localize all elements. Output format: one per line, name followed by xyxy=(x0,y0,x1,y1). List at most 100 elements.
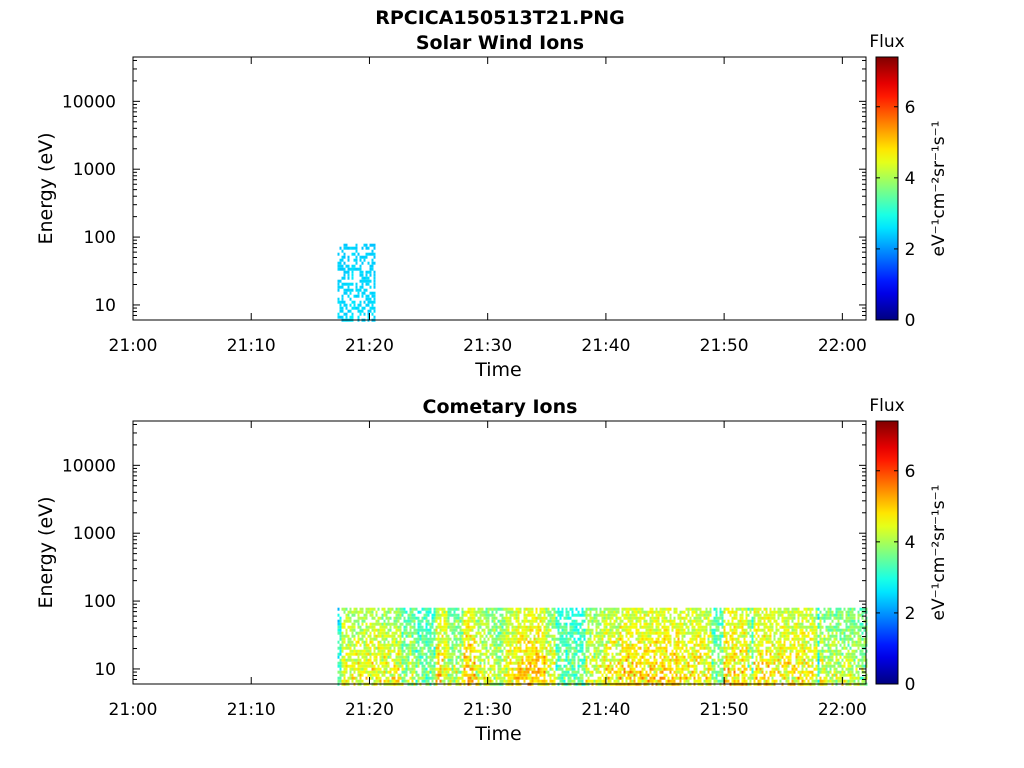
spectrogram-cell xyxy=(339,303,342,307)
spectrogram-cell xyxy=(375,622,378,626)
spectrogram-cell xyxy=(525,625,528,629)
spectrogram-cell xyxy=(401,655,404,659)
spectrogram-cell xyxy=(373,261,376,265)
spectrogram-cell xyxy=(353,667,356,671)
spectrogram-cell xyxy=(689,658,692,662)
spectrogram-cell xyxy=(487,631,490,635)
spectrogram-cell xyxy=(703,616,706,620)
spectrogram-cell xyxy=(479,637,482,641)
spectrogram-cell xyxy=(777,628,780,632)
spectrogram-cell xyxy=(559,631,562,635)
spectrogram-cell xyxy=(581,646,584,650)
spectrogram-cell xyxy=(475,664,478,668)
spectrogram-cell xyxy=(351,312,354,316)
spectrogram-cell xyxy=(455,679,458,683)
spectrogram-cell xyxy=(363,276,366,280)
spectrogram-cell xyxy=(467,673,470,677)
spectrogram-cell xyxy=(563,637,566,641)
spectrogram-cell xyxy=(557,622,560,626)
spectrogram-cell xyxy=(625,676,628,680)
spectrogram-cell xyxy=(531,670,534,674)
spectrogram-cell xyxy=(489,646,492,650)
spectrogram-cell xyxy=(573,613,576,617)
spectrogram-cell xyxy=(423,628,426,632)
spectrogram-cell xyxy=(369,649,372,653)
spectrogram-cell xyxy=(681,667,684,671)
spectrogram-cell xyxy=(545,646,548,650)
spectrogram-cell xyxy=(623,670,626,674)
spectrogram-cell xyxy=(357,670,360,674)
spectrogram-cell xyxy=(375,667,378,671)
spectrogram-cell xyxy=(735,607,738,611)
spectrogram-cell xyxy=(371,640,374,644)
spectrogram-cell xyxy=(343,646,346,650)
spectrogram-cell xyxy=(635,619,638,623)
spectrogram-cell xyxy=(529,655,532,659)
spectrogram-cell xyxy=(753,619,756,623)
spectrogram-cell xyxy=(443,679,446,683)
spectrogram-cell xyxy=(567,610,570,614)
spectrogram-cell xyxy=(649,679,652,683)
spectrogram-cell xyxy=(511,652,514,656)
spectrogram-cell xyxy=(523,613,526,617)
spectrogram-cell xyxy=(787,628,790,632)
spectrogram-cell xyxy=(751,649,754,653)
spectrogram-cell xyxy=(623,658,626,662)
spectrogram-cell xyxy=(477,667,480,671)
spectrogram-cell xyxy=(461,610,464,614)
spectrogram-cell xyxy=(349,667,352,671)
spectrogram-cell xyxy=(359,610,362,614)
spectrogram-cell xyxy=(633,652,636,656)
spectrogram-cell xyxy=(537,679,540,683)
spectrogram-cell xyxy=(521,619,524,623)
spectrogram-cell xyxy=(619,649,622,653)
spectrogram-cell xyxy=(469,652,472,656)
spectrogram-cell xyxy=(701,661,704,665)
spectrogram-cell xyxy=(511,643,514,647)
spectrogram-cell xyxy=(365,273,368,277)
spectrogram-cell xyxy=(709,634,712,638)
spectrogram-cell xyxy=(635,637,638,641)
spectrogram-cell xyxy=(341,249,344,253)
spectrogram-cell xyxy=(581,628,584,632)
spectrogram-cell xyxy=(615,679,618,683)
spectrogram-cell xyxy=(649,610,652,614)
spectrogram-cell xyxy=(621,640,624,644)
spectrogram-cell xyxy=(619,673,622,677)
spectrogram-cell xyxy=(487,628,490,632)
spectrogram-cell xyxy=(623,655,626,659)
spectrogram-cell xyxy=(361,667,364,671)
spectrogram-cell xyxy=(387,607,390,611)
spectrogram-cell xyxy=(585,679,588,683)
spectrogram-cell xyxy=(461,634,464,638)
spectrogram-cell xyxy=(493,661,496,665)
spectrogram-cell xyxy=(377,634,380,638)
spectrogram-cell xyxy=(699,607,702,611)
spectrogram-cell xyxy=(617,634,620,638)
spectrogram-cell xyxy=(435,652,438,656)
spectrogram-cell xyxy=(791,679,794,683)
spectrogram-cell xyxy=(573,631,576,635)
spectrogram-cell xyxy=(715,613,718,617)
spectrogram-cell xyxy=(767,640,770,644)
spectrogram-cell xyxy=(411,640,414,644)
spectrogram-cell xyxy=(519,646,522,650)
spectrogram-cell xyxy=(807,625,810,629)
spectrogram-cell xyxy=(585,610,588,614)
spectrogram-cell xyxy=(357,637,360,641)
spectrogram-cell xyxy=(425,679,428,683)
spectrogram-cell xyxy=(387,616,390,620)
spectrogram-cell xyxy=(817,667,820,671)
spectrogram-cell xyxy=(487,607,490,611)
spectrogram-cell xyxy=(483,640,486,644)
spectrogram-cell xyxy=(485,643,488,647)
spectrogram-cell xyxy=(731,652,734,656)
spectrogram-cell xyxy=(629,676,632,680)
spectrogram-cell xyxy=(779,625,782,629)
spectrogram-cell xyxy=(459,664,462,668)
spectrogram-cell xyxy=(781,643,784,647)
spectrogram-cell xyxy=(473,613,476,617)
spectrogram-cell xyxy=(773,655,776,659)
spectrogram-cell xyxy=(571,631,574,635)
spectrogram-cell xyxy=(419,652,422,656)
